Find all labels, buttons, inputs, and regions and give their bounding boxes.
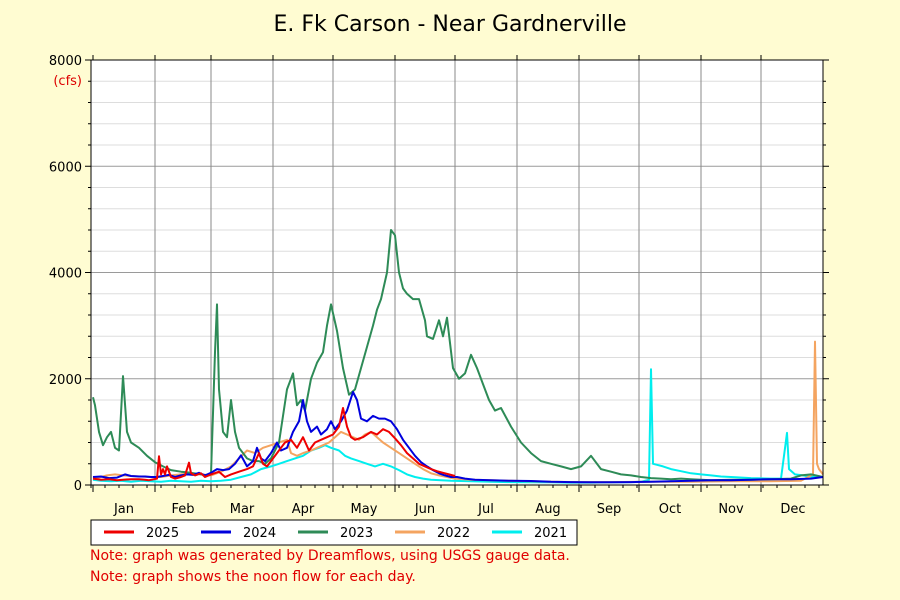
legend-label-2024: 2024: [243, 526, 276, 541]
y-tick-label: 6000: [49, 160, 82, 175]
x-tick-label: Jan: [113, 502, 134, 517]
note-noon-flow: Note: graph shows the noon flow for each…: [90, 569, 416, 585]
x-tick-label: Dec: [780, 502, 805, 517]
y-axis-unit-label: (cfs): [53, 74, 82, 89]
legend-label-2021: 2021: [534, 526, 567, 541]
y-tick-label: 8000: [49, 54, 82, 69]
x-tick-label: Mar: [230, 502, 255, 517]
x-tick-label: Feb: [171, 502, 194, 517]
x-tick-label: May: [351, 502, 378, 517]
x-tick-label: Aug: [535, 502, 560, 517]
x-tick-label: Nov: [718, 502, 744, 517]
y-tick-label: 2000: [49, 373, 82, 388]
legend-label-2025: 2025: [146, 526, 179, 541]
x-tick-label: Oct: [659, 502, 681, 517]
legend-label-2023: 2023: [340, 526, 373, 541]
note-data-source: Note: graph was generated by Dreamflows,…: [90, 548, 570, 564]
x-tick-label: Sep: [597, 502, 622, 517]
y-tick-label: 4000: [49, 267, 82, 282]
legend: 2025 2024 2023 2022 2021: [90, 519, 578, 546]
series-line-2023: [92, 229, 824, 482]
y-tick-label: 0: [74, 479, 82, 494]
grid-major: [91, 60, 823, 485]
x-tick-label: Jun: [414, 502, 435, 517]
legend-label-2022: 2022: [437, 526, 470, 541]
axes-layer: 0 2000 4000 6000 8000 Jan Feb Mar Apr May Jun Jul Au…: [49, 54, 829, 517]
x-tick-label: Apr: [292, 502, 315, 517]
x-tick-label: Jul: [477, 502, 494, 517]
series-line-2021: [92, 368, 823, 484]
chart-title: E. Fk Carson - Near Gardnerville: [273, 12, 627, 37]
series-layer: [92, 229, 824, 484]
series-line-2025: [92, 407, 456, 482]
